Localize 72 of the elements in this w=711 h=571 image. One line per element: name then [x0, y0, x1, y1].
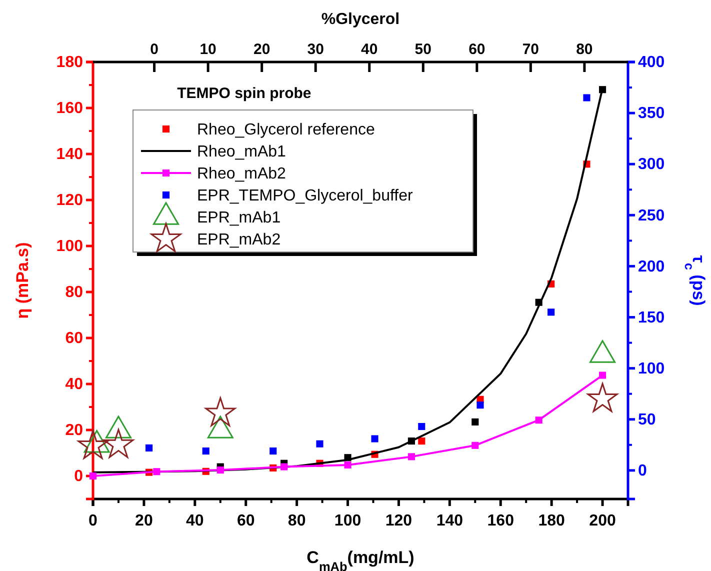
y2-tick-label: 300	[638, 156, 665, 174]
x2-tick-label: 80	[576, 41, 593, 58]
point	[280, 463, 288, 470]
y-tick-label: 160	[56, 100, 84, 118]
point	[408, 453, 415, 460]
point	[587, 382, 618, 412]
x2-axis-title: %Glycerol	[321, 11, 400, 28]
y-tick-label: 40	[65, 376, 84, 394]
y-tick-label: 0	[74, 468, 84, 486]
x-tick-label: 120	[385, 512, 412, 530]
legend-label: Rheo_Glycerol reference	[197, 122, 375, 139]
point	[146, 444, 153, 452]
y-axis-title: η (mPa.s)	[13, 242, 32, 319]
x-tick-label: 40	[186, 512, 204, 530]
x2-tick-label: 70	[522, 41, 540, 58]
point	[89, 472, 97, 480]
legend-label: EPR_mAb2	[197, 232, 281, 249]
point	[316, 440, 324, 448]
legend-label: EPR_TEMPO_Glycerol_buffer	[197, 188, 414, 205]
y2-tick-label: 400	[638, 54, 665, 72]
y-tick-label: 100	[56, 238, 84, 256]
x2-tick-label: 50	[414, 41, 432, 58]
y-tick-label: 180	[56, 54, 84, 72]
y2-tick-label: 200	[638, 258, 665, 276]
x-tick-label: 140	[436, 512, 464, 530]
y2-tick-label: 0	[638, 462, 647, 480]
point	[202, 447, 210, 455]
point	[472, 418, 479, 426]
y-tick-label: 140	[56, 146, 84, 164]
y-tick-label: 120	[56, 192, 84, 210]
x2-tick-label: 20	[253, 41, 270, 58]
point	[598, 372, 606, 379]
x2-tick-label: 30	[307, 41, 324, 58]
x-tick-label: 160	[487, 512, 514, 530]
legend-label: Rheo_mAb1	[197, 144, 286, 161]
point	[535, 416, 542, 424]
x2-tick-label: 40	[361, 41, 378, 58]
point	[418, 438, 426, 445]
x-tick-label: 200	[589, 512, 616, 530]
legend-label: EPR_mAb1	[197, 210, 281, 227]
point	[476, 402, 484, 409]
point	[418, 422, 426, 430]
point	[270, 447, 277, 455]
x-tick-label: 180	[538, 512, 566, 530]
x2-tick-label: 0	[150, 41, 158, 58]
text: TEMPO spin probe	[177, 85, 312, 102]
x2-tick-label: 10	[200, 41, 216, 58]
y-tick-label: 80	[65, 284, 84, 302]
x-tick-label: 0	[88, 512, 98, 530]
point	[205, 397, 236, 426]
x-tick-label: 20	[135, 512, 153, 530]
point	[371, 435, 378, 442]
x-tick-label: 100	[334, 512, 362, 530]
point	[472, 442, 479, 449]
point	[548, 308, 555, 316]
y2-tick-label: 250	[638, 207, 665, 224]
legend-label: Rheo_mAb2	[197, 166, 286, 183]
y2-tick-label: 100	[638, 360, 665, 378]
point	[344, 461, 352, 468]
y2-tick-label: 350	[638, 105, 665, 122]
x-axis-title: C$_{mAb}$(mg/mL)	[306, 548, 414, 571]
y2-tick-label: 50	[638, 411, 656, 428]
y-tick-label: 20	[65, 422, 84, 440]
x-tick-label: 60	[236, 512, 255, 530]
point	[153, 468, 160, 476]
x2-tick-label: 60	[468, 41, 486, 58]
point	[103, 428, 134, 458]
y2-tick-label: 150	[638, 309, 665, 326]
point	[583, 94, 590, 102]
x-tick-label: 80	[288, 512, 306, 530]
y-tick-label: 60	[65, 330, 84, 348]
point	[216, 466, 224, 474]
